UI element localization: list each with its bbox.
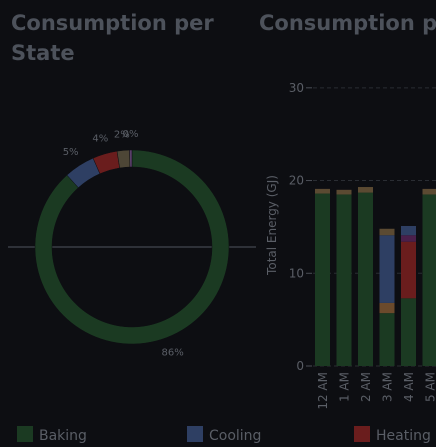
bar-segment <box>401 235 416 242</box>
x-tick-label: 3 AM <box>381 372 395 402</box>
bar-segment <box>422 188 436 195</box>
bar-segment <box>401 241 416 299</box>
legend-swatch <box>354 426 370 442</box>
legend-label: Heating <box>376 428 431 444</box>
donut-title-line2: State <box>11 41 75 65</box>
y-tick-label: 20 <box>289 174 304 188</box>
x-tick-label: 12 AM <box>316 372 330 410</box>
bar-segment <box>336 189 352 195</box>
legend-label: Baking <box>39 428 87 444</box>
y-tick-label: 10 <box>289 266 304 280</box>
bar-segment <box>336 194 352 366</box>
y-tick-label: 30 <box>289 81 304 95</box>
legend-swatch <box>187 426 203 442</box>
y-tick-label: 0 <box>296 359 304 373</box>
bar-segment <box>422 194 436 366</box>
donut-title-line1: Consumption per <box>11 11 214 35</box>
y-axis-label: Total Energy (GJ) <box>265 175 279 276</box>
bar-segment <box>379 228 395 236</box>
x-tick-label: 2 AM <box>359 372 373 402</box>
bar-segment <box>401 225 416 236</box>
bar-segment <box>315 193 330 366</box>
bar-segment <box>379 235 395 303</box>
charts: 86% 5% 4% 2%0% Baking Cooling Heating 0 10 20 30 To… <box>17 81 436 444</box>
bar-segment <box>379 313 395 366</box>
x-tick-label: 4 AM <box>402 372 416 402</box>
bar-segment <box>358 192 373 366</box>
x-tick-label: 1 AM <box>338 372 352 402</box>
bar-segment <box>401 298 416 366</box>
bar-title: Consumption pe <box>259 11 436 35</box>
slice-label: 4% <box>92 134 108 145</box>
legend-label: Cooling <box>209 428 261 444</box>
bar-segment <box>315 188 330 194</box>
bar-segment <box>379 302 395 314</box>
slice-label: 0% <box>123 129 139 140</box>
slice-label: 5% <box>63 147 79 158</box>
slice-label: 86% <box>162 347 184 358</box>
x-tick-label: 5 AM <box>424 372 436 402</box>
donut-slice <box>129 149 133 168</box>
donut-slice <box>34 149 230 345</box>
legend-swatch <box>17 426 33 442</box>
bar-segment <box>358 187 373 193</box>
slice-label: 2% <box>114 129 130 140</box>
